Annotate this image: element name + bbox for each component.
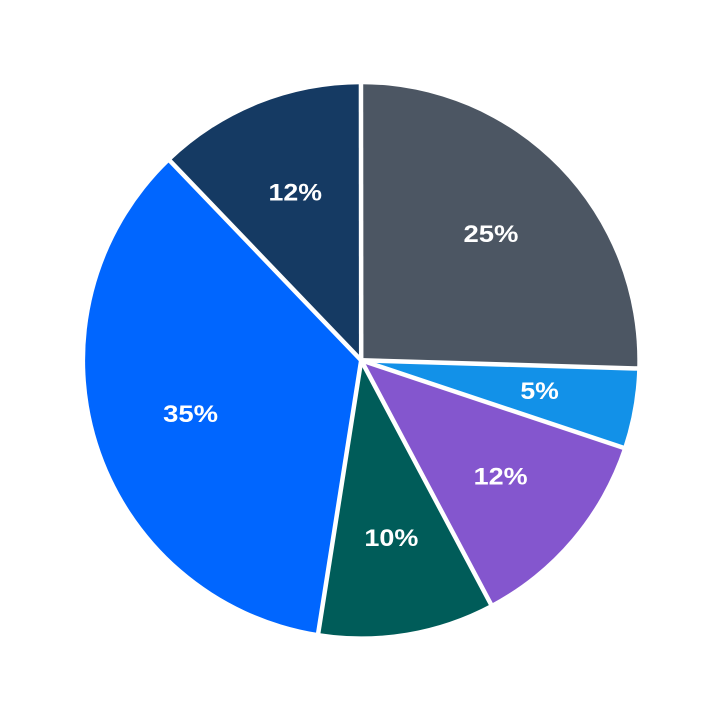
svg-text:12%: 12% bbox=[474, 463, 528, 490]
svg-text:12%: 12% bbox=[269, 180, 323, 207]
svg-text:35%: 35% bbox=[163, 401, 218, 428]
svg-text:25%: 25% bbox=[464, 221, 519, 248]
svg-text:10%: 10% bbox=[364, 525, 418, 552]
svg-text:5%: 5% bbox=[520, 378, 559, 405]
